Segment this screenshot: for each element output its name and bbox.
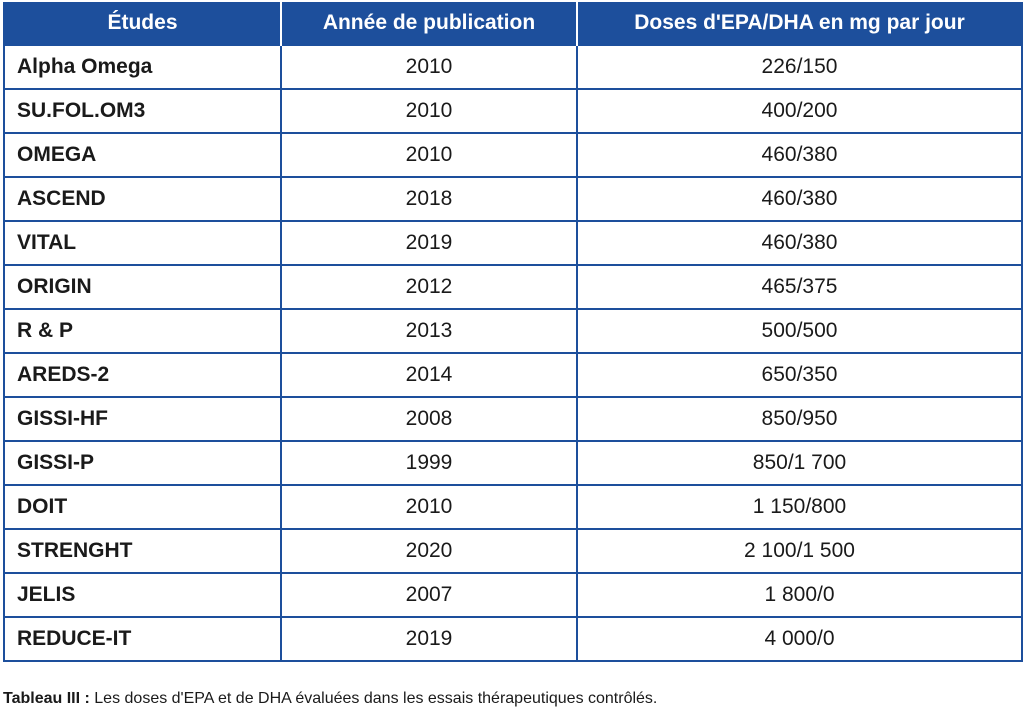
table-row: ORIGIN 2012 465/375 (3, 264, 1023, 310)
year-cell: 2010 (280, 88, 578, 134)
year-cell: 1999 (280, 440, 578, 486)
table-header-row: Études Année de publication Doses d'EPA/… (3, 2, 1023, 45)
study-cell: DOIT (3, 484, 282, 530)
study-cell: ORIGIN (3, 264, 282, 310)
doses-cell: 1 800/0 (576, 572, 1023, 618)
year-cell: 2012 (280, 264, 578, 310)
year-cell: 2008 (280, 396, 578, 442)
study-cell: SU.FOL.OM3 (3, 88, 282, 134)
year-cell: 2013 (280, 308, 578, 354)
caption-text: Les doses d'EPA et de DHA évaluées dans … (89, 690, 658, 707)
table-row: DOIT 2010 1 150/800 (3, 484, 1023, 530)
study-cell: R & P (3, 308, 282, 354)
doses-table: Études Année de publication Doses d'EPA/… (3, 2, 1023, 662)
year-cell: 2020 (280, 528, 578, 574)
column-header-doses: Doses d'EPA/DHA en mg par jour (576, 2, 1023, 45)
doses-cell: 460/380 (576, 132, 1023, 178)
study-cell: REDUCE-IT (3, 616, 282, 662)
table-row: GISSI-HF 2008 850/950 (3, 396, 1023, 442)
table-row: SU.FOL.OM3 2010 400/200 (3, 88, 1023, 134)
study-cell: AREDS-2 (3, 352, 282, 398)
doses-cell: 226/150 (576, 44, 1023, 90)
doses-cell: 4 000/0 (576, 616, 1023, 662)
study-cell: VITAL (3, 220, 282, 266)
doses-cell: 500/500 (576, 308, 1023, 354)
table-row: Alpha Omega 2010 226/150 (3, 44, 1023, 90)
year-cell: 2010 (280, 484, 578, 530)
study-cell: OMEGA (3, 132, 282, 178)
year-cell: 2007 (280, 572, 578, 618)
table-row: R & P 2013 500/500 (3, 308, 1023, 354)
column-header-publication-year: Année de publication (280, 2, 578, 45)
table-caption: Tableau III : Les doses d'EPA et de DHA … (3, 690, 657, 708)
year-cell: 2010 (280, 44, 578, 90)
year-cell: 2014 (280, 352, 578, 398)
doses-cell: 460/380 (576, 176, 1023, 222)
table-row: ASCEND 2018 460/380 (3, 176, 1023, 222)
table-row: JELIS 2007 1 800/0 (3, 572, 1023, 618)
study-cell: GISSI-HF (3, 396, 282, 442)
doses-cell: 650/350 (576, 352, 1023, 398)
study-cell: ASCEND (3, 176, 282, 222)
doses-cell: 2 100/1 500 (576, 528, 1023, 574)
study-cell: STRENGHT (3, 528, 282, 574)
year-cell: 2010 (280, 132, 578, 178)
year-cell: 2018 (280, 176, 578, 222)
table-row: GISSI-P 1999 850/1 700 (3, 440, 1023, 486)
table-row: REDUCE-IT 2019 4 000/0 (3, 616, 1023, 662)
table-row: AREDS-2 2014 650/350 (3, 352, 1023, 398)
doses-cell: 465/375 (576, 264, 1023, 310)
study-cell: JELIS (3, 572, 282, 618)
column-header-studies: Études (3, 2, 282, 45)
study-cell: GISSI-P (3, 440, 282, 486)
study-cell: Alpha Omega (3, 44, 282, 90)
doses-cell: 850/950 (576, 396, 1023, 442)
caption-label: Tableau III : (3, 690, 90, 707)
doses-cell: 400/200 (576, 88, 1023, 134)
table-row: STRENGHT 2020 2 100/1 500 (3, 528, 1023, 574)
doses-cell: 850/1 700 (576, 440, 1023, 486)
doses-cell: 1 150/800 (576, 484, 1023, 530)
year-cell: 2019 (280, 616, 578, 662)
table-body: Alpha Omega 2010 226/150 SU.FOL.OM3 2010 400/… (3, 44, 1023, 662)
year-cell: 2019 (280, 220, 578, 266)
doses-cell: 460/380 (576, 220, 1023, 266)
table-row: OMEGA 2010 460/380 (3, 132, 1023, 178)
table-row: VITAL 2019 460/380 (3, 220, 1023, 266)
